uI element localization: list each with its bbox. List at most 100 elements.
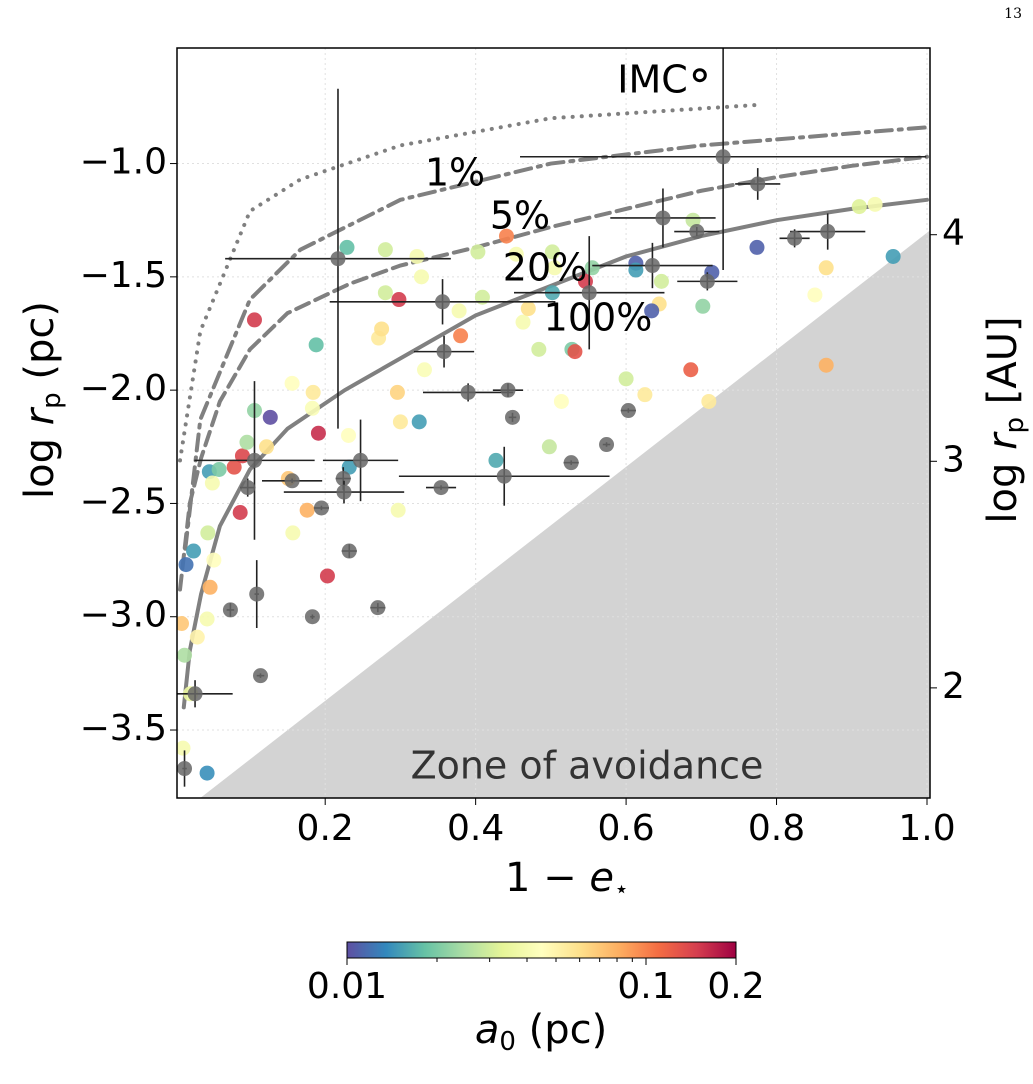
scatter-point: [498, 228, 514, 244]
scatter-point: [299, 502, 315, 518]
scatter-point: [341, 459, 357, 475]
cbar-label-post: (pc): [516, 1007, 607, 1053]
y2-label-post: [AU]: [980, 316, 1026, 417]
scatter-point: [319, 568, 335, 584]
scatter-point: [618, 371, 634, 387]
measured-point: [787, 230, 803, 246]
measured-point: [689, 224, 705, 240]
measured-point: [187, 686, 203, 702]
imc-point: [692, 68, 707, 83]
scatter-point: [211, 461, 227, 477]
scatter-point: [178, 557, 194, 573]
measured-point: [335, 471, 351, 487]
x-label-sub: ⋆: [614, 875, 629, 903]
measured-point: [460, 384, 476, 400]
page-number: 13: [1004, 6, 1022, 22]
x-tick-label: 1.0: [898, 808, 955, 849]
scatter-point: [308, 337, 324, 353]
scatter-point: [284, 375, 300, 391]
y2-label-pre: log: [980, 450, 1026, 524]
measured-point: [336, 484, 352, 500]
scatter-point: [885, 248, 901, 264]
scatter-point: [206, 552, 222, 568]
scatter-point: [177, 616, 190, 632]
scatter-point: [411, 414, 427, 430]
y2-axis-label: log rp [AU]: [980, 316, 1030, 523]
measured-point: [240, 480, 256, 496]
scatter-point: [451, 303, 467, 319]
scatter-point: [413, 269, 429, 285]
scatter-point: [339, 239, 355, 255]
y-label-post: (pc): [17, 301, 63, 392]
measured-point: [436, 344, 452, 360]
colorbar: [346, 941, 737, 959]
scatter-point: [867, 196, 883, 212]
measured-point: [249, 586, 265, 602]
scatter-point: [409, 248, 425, 264]
measured-point: [341, 543, 357, 559]
colorbar-tick-label: 0.01: [307, 966, 387, 1007]
measured-point: [284, 473, 300, 489]
y-tick-label: −3.0: [80, 595, 167, 636]
scatter-point: [392, 414, 408, 430]
y2-label-sub: p: [1000, 417, 1030, 434]
scatter-point: [305, 384, 321, 400]
scatter-point: [199, 611, 215, 627]
scatter-point: [701, 393, 717, 409]
scatter-point: [544, 244, 560, 260]
scatter-point: [389, 384, 405, 400]
y-label-pre: log: [17, 425, 63, 499]
scatter-point: [232, 505, 248, 521]
scatter-point: [377, 242, 393, 258]
scatter-point: [202, 579, 218, 595]
x-tick-label: 0.4: [447, 808, 504, 849]
measured-point: [222, 602, 238, 618]
scatter-point: [749, 239, 765, 255]
scatter-point: [818, 260, 834, 276]
scatter-point: [304, 400, 320, 416]
scatter-point: [653, 273, 669, 289]
scatter-point: [520, 301, 536, 317]
measured-point: [750, 176, 766, 192]
avoidance-zone: [200, 230, 930, 798]
model-curve: [178, 102, 764, 463]
zone-label: Zone of avoidance: [411, 744, 764, 788]
measured-point: [177, 761, 193, 777]
measured-point: [820, 224, 836, 240]
scatter-point: [807, 287, 823, 303]
plot-frame: [176, 47, 931, 799]
scatter-point: [488, 452, 504, 468]
measured-point: [252, 668, 268, 684]
scatter-point: [508, 246, 524, 262]
measured-point: [699, 273, 715, 289]
y2-tick-label: 4: [942, 213, 965, 254]
scatter-point: [416, 362, 432, 378]
y-label-var: r: [17, 406, 63, 425]
y2-tick-label: 3: [942, 439, 965, 480]
y-label-sub: p: [37, 392, 67, 409]
scatter-point: [177, 740, 191, 756]
y-tick-label: −2.0: [80, 368, 167, 409]
scatter-point: [453, 328, 469, 344]
model-curve: [183, 125, 929, 551]
measured-point: [370, 600, 386, 616]
measured-point: [313, 500, 329, 516]
scatter-point: [547, 260, 563, 276]
scatter-point: [189, 629, 205, 645]
curve-label: 20%: [503, 246, 587, 290]
measured-point: [655, 210, 671, 226]
x-tick-label: 0.8: [748, 808, 805, 849]
curve-label: 5%: [490, 194, 550, 238]
measured-point: [500, 382, 516, 398]
scatter-point: [567, 344, 583, 360]
x-label-pre: 1 −: [505, 855, 589, 901]
scatter-point: [262, 409, 278, 425]
plot-area: [177, 48, 930, 798]
x-axis-label: 1 − e⋆: [505, 855, 629, 903]
y2-label-var: r: [980, 431, 1026, 450]
scatter-point: [390, 502, 406, 518]
scatter-point: [541, 439, 557, 455]
scatter-point: [515, 314, 531, 330]
measured-point: [246, 452, 262, 468]
